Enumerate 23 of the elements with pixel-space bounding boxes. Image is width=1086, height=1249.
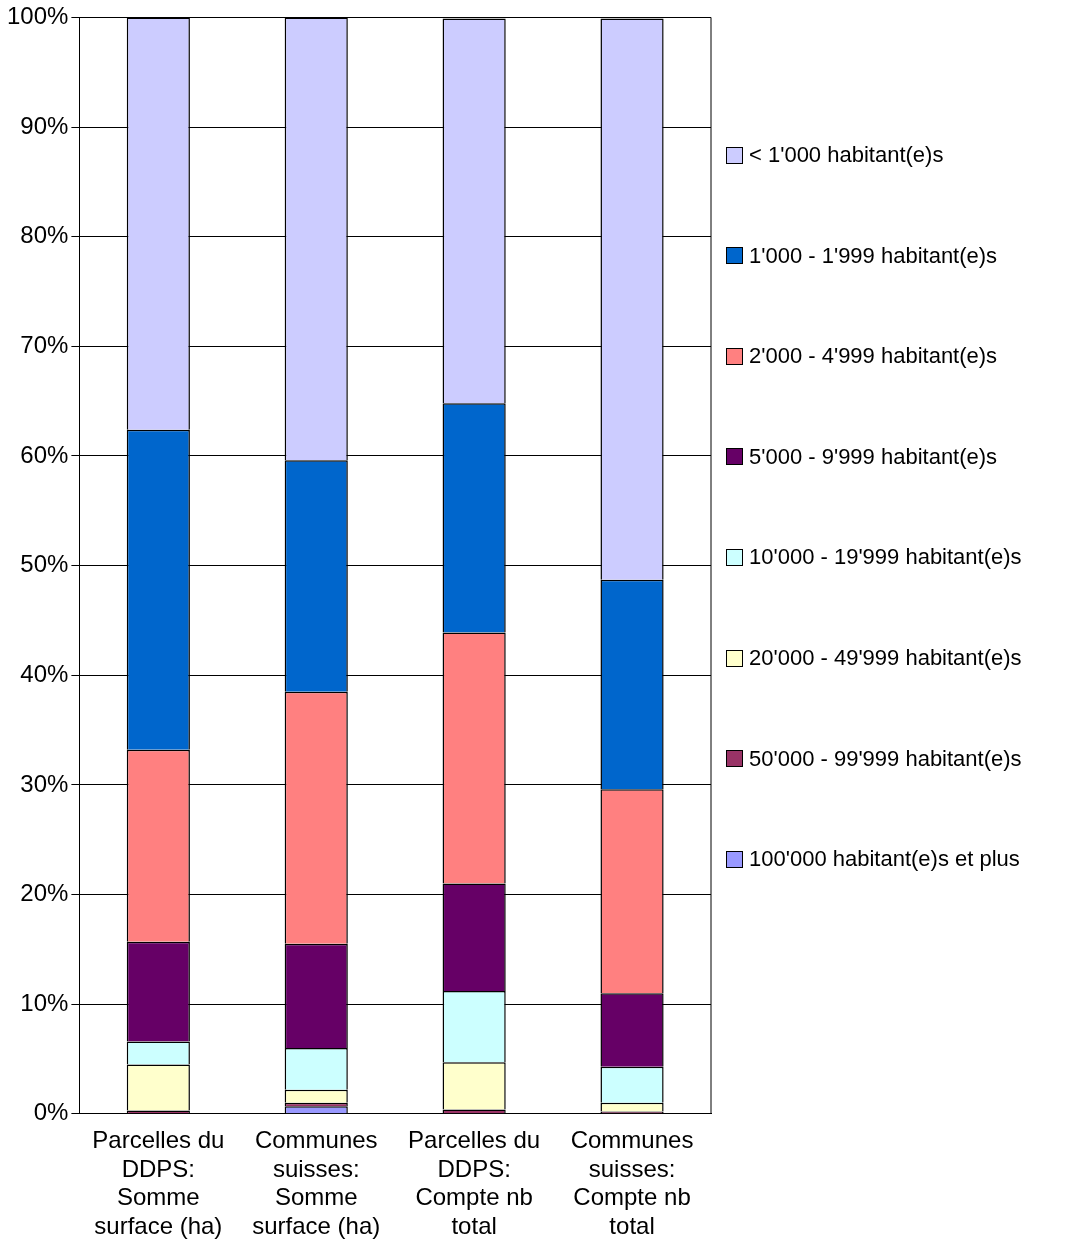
legend-label: 20'000 - 49'999 habitant(e)s (749, 645, 1022, 671)
y-tick-label: 70% (20, 330, 69, 358)
y-tick-label: 40% (20, 659, 69, 687)
y-tick-label: 50% (20, 550, 69, 578)
legend-label: 1'000 - 1'999 habitant(e)s (749, 242, 998, 269)
y-tick-label: 20% (20, 879, 69, 907)
y-tick-label: 80% (20, 221, 69, 249)
legend-label: 50'000 - 99'999 habitant(e)s (749, 745, 1022, 772)
x-tick-label: Parcelles du DDPS: Compte nb total (408, 1125, 541, 1240)
y-tick-label: 100% (6, 2, 69, 30)
x-tick-label: Communes suisses: Somme surface (ha) (252, 1125, 381, 1240)
y-tick-label: 0% (33, 1098, 69, 1126)
y-tick-label: 90% (20, 111, 69, 139)
legend-label: 2'000 - 4'999 habitant(e)s (749, 343, 998, 370)
x-tick-label: Communes suisses: Compte nb total (570, 1125, 694, 1240)
legend-label: 10'000 - 19'999 habitant(e)s (749, 544, 1022, 571)
x-tick-label: Parcelles du DDPS: Somme surface (ha) (92, 1125, 225, 1240)
y-tick-label: 10% (20, 988, 69, 1016)
legend-label: 5'000 - 9'999 habitant(e)s (749, 443, 998, 470)
y-tick-label: 60% (20, 440, 69, 468)
y-tick-label: 30% (20, 769, 69, 797)
legend-label: < 1'000 habitant(e)s (749, 142, 944, 168)
legend-label: 100'000 habitant(e)s et plus (749, 846, 1020, 873)
